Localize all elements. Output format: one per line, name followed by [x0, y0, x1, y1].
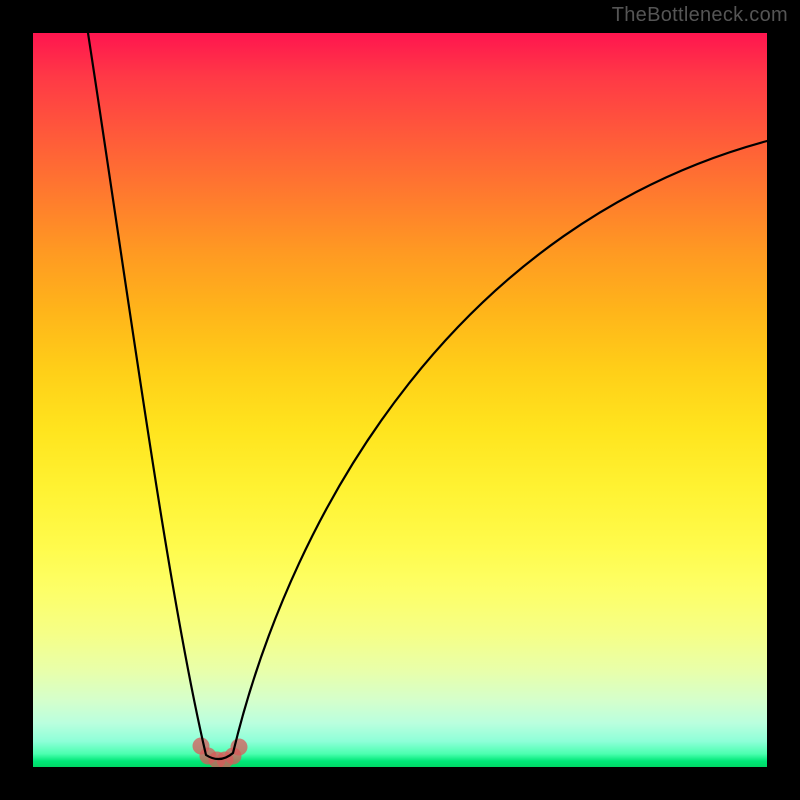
plot-area: [33, 33, 767, 767]
watermark-text: TheBottleneck.com: [612, 4, 788, 27]
